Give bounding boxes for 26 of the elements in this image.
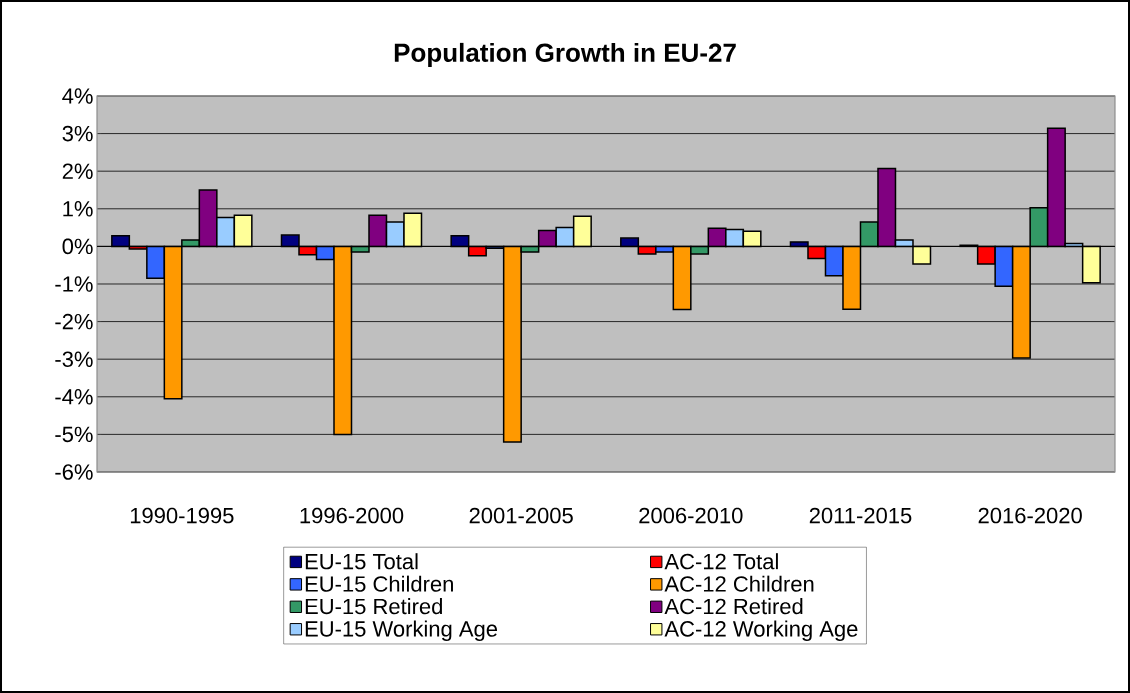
x-tick-label: 2001-2005 — [469, 507, 573, 524]
y-tick-label: -5% — [55, 426, 93, 443]
legend-label: EU-15 Working Age — [305, 620, 498, 642]
y-tick-label: -6% — [55, 464, 93, 480]
y-tick-label: -4% — [55, 389, 93, 405]
legend-label: AC-12 Working Age — [664, 620, 858, 642]
y-tick-label: -3% — [55, 351, 93, 367]
x-tick-label: 1990-1995 — [130, 507, 234, 524]
legend-label: AC-12 Total — [664, 553, 778, 570]
chart-title: Population Growth in EU-27 — [394, 42, 736, 68]
y-tick-label: 4% — [62, 88, 93, 104]
x-tick-label: 2016-2020 — [978, 507, 1082, 524]
y-tick-label: -2% — [55, 313, 93, 330]
y-tick-label: 0% — [62, 238, 93, 255]
y-tick-label: 3% — [62, 125, 93, 142]
y-tick-label: 2% — [62, 163, 93, 179]
legend-label: EU-15 Children — [305, 575, 453, 592]
legend-label: AC-12 Retired — [664, 598, 803, 615]
legend-label: EU-15 Retired — [305, 598, 442, 615]
y-tick-label: 1% — [63, 201, 93, 217]
legend-label: AC-12 Children — [664, 575, 814, 592]
x-tick-label: 2006-2010 — [639, 507, 743, 524]
y-tick-label: -1% — [55, 276, 93, 292]
x-tick-label: 2011-2015 — [809, 507, 912, 524]
x-tick-label: 1996-2000 — [300, 507, 404, 524]
legend-label: EU-15 Total — [305, 553, 418, 570]
